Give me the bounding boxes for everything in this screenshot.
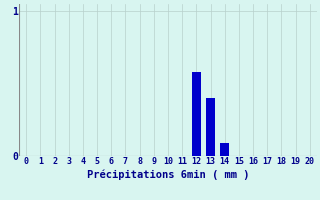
X-axis label: Précipitations 6min ( mm ): Précipitations 6min ( mm ): [87, 169, 249, 180]
Bar: [206, 98, 215, 156]
Bar: [220, 143, 229, 156]
Bar: [192, 72, 201, 156]
